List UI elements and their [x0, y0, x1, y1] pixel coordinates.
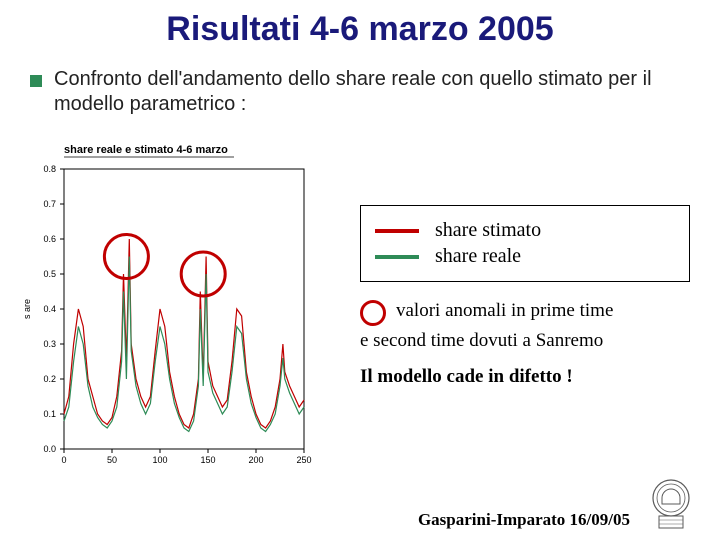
slide: Risultati 4-6 marzo 2005 Confronto dell'…	[0, 0, 720, 540]
legend-label: share reale	[435, 245, 521, 268]
page-title: Risultati 4-6 marzo 2005	[30, 10, 690, 49]
body-text: Confronto dell'andamento dello share rea…	[54, 67, 690, 117]
svg-text:0.8: 0.8	[43, 164, 56, 174]
svg-text:0.2: 0.2	[43, 374, 56, 384]
footer-credit: Gasparini-Imparato 16/09/05	[418, 510, 630, 530]
line-chart: share reale e stimato 4-6 marzo 0.0 0.1 0.2…	[20, 135, 320, 475]
anomaly-row: valori anomali in prime time	[360, 300, 705, 326]
svg-text:0.4: 0.4	[43, 304, 56, 314]
svg-text:50: 50	[107, 455, 117, 465]
warning-line: Il modello cade in difetto !	[360, 366, 705, 388]
svg-text:0.5: 0.5	[43, 269, 56, 279]
second-line-emph: Sanremo	[536, 330, 604, 351]
svg-text:0.7: 0.7	[43, 199, 56, 209]
legend-label: share stimato	[435, 219, 541, 242]
svg-text:0.0: 0.0	[43, 444, 56, 454]
crest-icon	[644, 478, 698, 532]
svg-text:0.1: 0.1	[43, 409, 56, 419]
body-row: Confronto dell'andamento dello share rea…	[30, 67, 690, 117]
second-line: e second time dovuti a Sanremo	[360, 330, 705, 352]
legend-item-stimato: share stimato	[375, 219, 675, 242]
svg-text:100: 100	[152, 455, 167, 465]
legend-swatch-icon	[375, 229, 419, 233]
svg-text:150: 150	[200, 455, 215, 465]
second-line-pre: e second time dovuti a	[360, 330, 536, 351]
svg-text:0: 0	[61, 455, 66, 465]
svg-text:0.6: 0.6	[43, 234, 56, 244]
anomaly-circle-icon	[360, 300, 386, 326]
anomaly-text: valori anomali in prime time	[396, 300, 613, 322]
svg-text:share reale e stimato 4-6 marz: share reale e stimato 4-6 marzo	[64, 144, 228, 156]
svg-text:200: 200	[248, 455, 263, 465]
right-column: share stimato share reale valori anomali…	[360, 205, 705, 392]
svg-text:250: 250	[296, 455, 311, 465]
legend-item-reale: share reale	[375, 245, 675, 268]
legend-box: share stimato share reale	[360, 205, 690, 282]
bullet-square	[30, 75, 42, 87]
svg-text:s are: s are	[22, 299, 32, 319]
svg-text:0.3: 0.3	[43, 339, 56, 349]
legend-swatch-icon	[375, 255, 419, 259]
